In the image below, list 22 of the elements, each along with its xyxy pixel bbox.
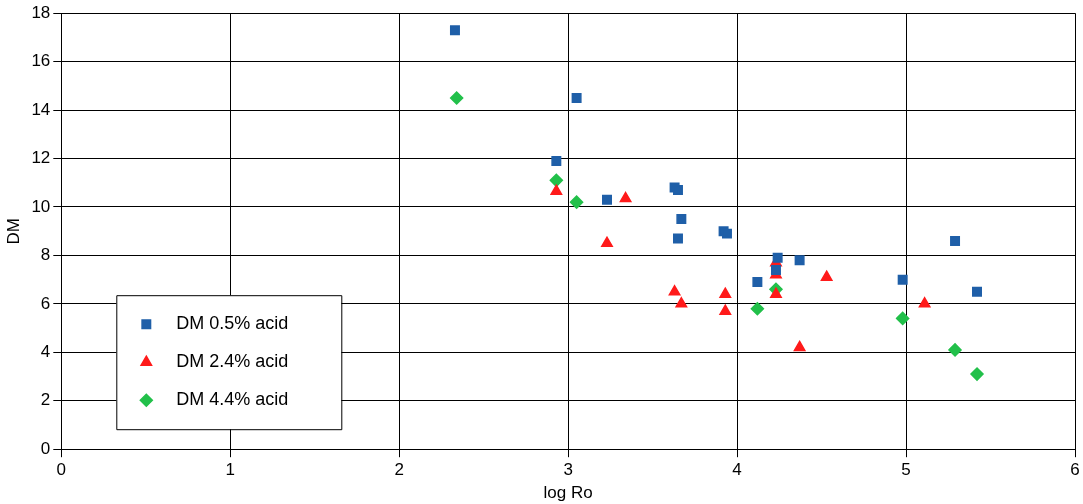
- y-tick-label: 6: [40, 293, 51, 313]
- x-tick-label: 1: [225, 460, 235, 480]
- x-tick-label: 6: [1070, 460, 1080, 480]
- y-tick-label: 2: [40, 390, 51, 410]
- y-tick-label: 14: [31, 99, 51, 119]
- y-tick-label: 10: [31, 196, 51, 216]
- y-tick-label: 12: [31, 148, 51, 168]
- x-axis-title: log Ro: [543, 483, 593, 503]
- y-tick-label: 16: [31, 51, 51, 71]
- x-tick-label: 5: [901, 460, 911, 480]
- y-tick-label: 0: [40, 438, 51, 458]
- y-tick-label: 8: [40, 245, 51, 265]
- x-tick-label: 3: [563, 460, 573, 480]
- y-tick-label: 4: [40, 342, 51, 361]
- legend-label: DM 2.4% acid: [176, 351, 289, 372]
- x-tick-label: 2: [394, 460, 404, 480]
- legend-label: DM 4.4% acid: [176, 389, 289, 410]
- y-axis-title: DM: [3, 217, 23, 245]
- x-tick-label: 4: [732, 460, 742, 480]
- x-tick-label: 0: [56, 460, 67, 480]
- y-tick-label: 18: [31, 2, 51, 22]
- legend-label: DM 0.5% acid: [176, 313, 289, 334]
